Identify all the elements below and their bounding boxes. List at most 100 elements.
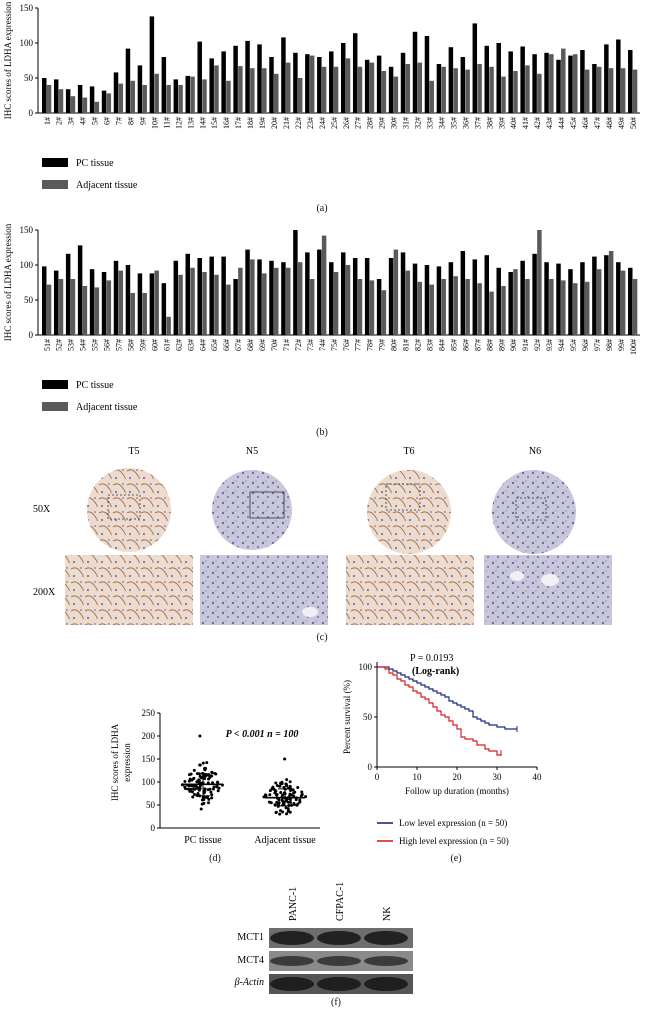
legend-swatch	[42, 180, 68, 189]
bar-adjacent-71	[285, 267, 291, 335]
data-point	[192, 776, 196, 780]
bar-adjacent-45	[573, 54, 578, 113]
x-tick-label: 92#	[533, 339, 542, 351]
data-point	[299, 794, 303, 798]
x-tick-label: 21#	[282, 117, 291, 129]
bar-adjacent-79	[381, 290, 387, 335]
data-point	[278, 784, 282, 788]
bar-adjacent-69	[262, 273, 267, 335]
bar-pc-14	[197, 41, 202, 113]
bar-adjacent-94	[561, 280, 566, 335]
panel-f-western-blot: PANC-1 CFPAC-1 NK MCT1 MCT4 β-Actin	[234, 882, 413, 994]
y-tick-label: 0	[151, 823, 156, 833]
data-point	[193, 787, 197, 791]
bar-pc-93	[544, 262, 549, 335]
x-tick-label: 26#	[342, 117, 351, 129]
bar-adjacent-87	[477, 283, 482, 335]
bar-adjacent-26	[345, 58, 351, 113]
x-tick-label: 52#	[55, 339, 64, 351]
x-tick-label: 19#	[258, 117, 267, 129]
bar-adjacent-11	[166, 85, 171, 113]
bar-pc-9	[137, 65, 143, 113]
y-tick-label: 150	[142, 754, 156, 764]
data-point	[197, 786, 201, 790]
data-point	[198, 734, 202, 738]
bar-adjacent-62	[178, 274, 183, 335]
x-tick-label: 43#	[545, 117, 554, 129]
x-tick-label: 15#	[210, 117, 219, 129]
bar-pc-35	[448, 47, 454, 114]
bar-adjacent-83	[429, 284, 434, 335]
blot-band	[317, 956, 361, 966]
bar-pc-68	[245, 249, 250, 335]
bar-pc-36	[460, 57, 466, 113]
data-point	[200, 798, 204, 802]
test-annotation: (Log-rank)	[412, 666, 459, 677]
column-label-t5: T5	[128, 446, 139, 457]
x-tick-label: 78#	[366, 339, 375, 351]
bar-pc-56	[101, 272, 107, 335]
data-point	[196, 791, 200, 795]
bar-adjacent-20	[274, 73, 279, 113]
data-point	[279, 790, 283, 794]
x-tick-label: 70#	[270, 339, 279, 351]
legend-label: Adjacent tissue	[76, 180, 138, 191]
x-tick-label: 95#	[569, 339, 578, 351]
bar-pc-55	[89, 269, 95, 335]
x-tick-label: 14#	[198, 117, 207, 129]
bar-pc-96	[580, 262, 585, 335]
x-tick-label: 51#	[43, 339, 52, 351]
bar-pc-27	[352, 33, 358, 114]
bar-adjacent-98	[608, 251, 614, 335]
data-point	[274, 781, 278, 785]
x-tick-label: 93#	[545, 339, 554, 351]
y-tick-label: 0	[29, 108, 34, 118]
data-point	[194, 784, 198, 788]
bar-adjacent-33	[429, 80, 434, 113]
bar-adjacent-84	[441, 279, 446, 335]
data-point	[281, 801, 285, 805]
bar-adjacent-56	[106, 280, 112, 335]
y-tick-label: 250	[142, 708, 156, 718]
x-tick-label: 37#	[473, 117, 482, 129]
bar-pc-54	[77, 245, 83, 335]
bar-pc-46	[580, 50, 585, 113]
bar-pc-49	[616, 39, 621, 113]
bar-pc-83	[424, 265, 430, 335]
legend-label: Low level expression (n = 50)	[399, 818, 507, 828]
caption-c: (c)	[316, 632, 328, 643]
bar-adjacent-70	[274, 267, 279, 335]
data-point	[197, 788, 201, 792]
x-tick-label: 10	[413, 772, 423, 782]
bar-adjacent-36	[465, 69, 470, 113]
bar-adjacent-57	[118, 270, 124, 335]
bar-pc-48	[604, 44, 609, 113]
bar-adjacent-17	[238, 66, 243, 113]
data-point	[209, 790, 213, 794]
x-tick-label: 9#	[138, 117, 147, 125]
bar-adjacent-2	[58, 89, 64, 113]
magnified-image-n6	[484, 555, 612, 625]
bar-pc-98	[604, 255, 609, 335]
x-tick-label: 58#	[127, 339, 136, 351]
data-point	[190, 790, 194, 794]
x-tick-label: 57#	[115, 339, 124, 351]
bar-pc-15	[209, 58, 214, 113]
bar-pc-43	[544, 52, 549, 113]
bar-pc-20	[269, 57, 274, 113]
bar-pc-94	[556, 263, 561, 335]
x-tick-label: 64#	[198, 339, 207, 351]
x-tick-label: 72#	[294, 339, 303, 351]
x-tick-label: 30#	[390, 117, 399, 129]
bar-pc-32	[412, 31, 418, 113]
data-point	[188, 777, 192, 781]
x-tick-label: 40	[533, 772, 543, 782]
bar-pc-67	[233, 279, 238, 335]
bar-adjacent-75	[333, 272, 339, 335]
x-tick-label: 99#	[617, 339, 626, 351]
x-tick-label: 44#	[557, 117, 566, 129]
x-axis-label: Follow up duration (months)	[405, 786, 509, 796]
x-tick-label: 50#	[629, 117, 638, 129]
bar-adjacent-31	[405, 64, 411, 113]
bar-adjacent-47	[596, 66, 602, 113]
